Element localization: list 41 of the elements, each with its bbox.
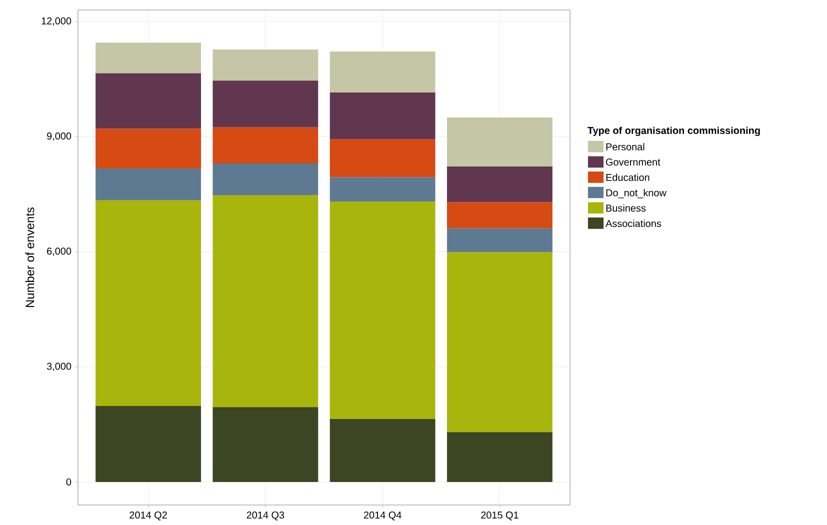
bar: [212, 80, 318, 128]
legend-title: Type of organisation commissioning: [588, 126, 760, 136]
x-tick-label: 2014 Q2: [130, 512, 167, 520]
bar: [96, 42, 201, 74]
x-tick-label: 2014 Q4: [364, 512, 402, 520]
bar: [447, 228, 552, 252]
y-tick-label: 6,000: [47, 248, 72, 256]
x-tick-label: 2015 Q1: [481, 512, 518, 520]
legend-label: Associations: [606, 220, 662, 228]
legend-label: Government: [606, 158, 660, 166]
y-tick-label: 9,000: [47, 132, 72, 141]
legend-label: Education: [606, 174, 650, 181]
bar: [447, 166, 552, 202]
legend-label: Personal: [606, 143, 644, 150]
bar: [330, 92, 436, 140]
bar: [96, 406, 201, 482]
bar: [447, 202, 552, 228]
bar: [212, 195, 318, 408]
bar: [212, 50, 318, 81]
bar: [96, 128, 201, 168]
legend-label: Business: [606, 204, 646, 212]
bar: [96, 200, 201, 406]
legend-label: Do_not_know: [606, 188, 666, 198]
bar: [330, 177, 436, 202]
y-axis-title: Number of envents: [25, 207, 34, 308]
bar: [330, 201, 436, 420]
bar: [330, 51, 436, 92]
x-tick-label: 2014 Q3: [246, 512, 284, 520]
bar: [330, 419, 436, 482]
bar: [96, 168, 201, 200]
bar: [212, 127, 318, 164]
bar: [447, 432, 552, 482]
bar: [212, 163, 318, 196]
y-tick-label: 3,000: [46, 362, 72, 371]
bar: [447, 117, 552, 167]
y-tick-label: 12,000: [42, 17, 72, 26]
bar: [212, 407, 318, 482]
bar: [96, 73, 201, 129]
bar: [330, 139, 436, 178]
y-tick-label: 0: [66, 478, 72, 486]
bar: [447, 252, 552, 432]
